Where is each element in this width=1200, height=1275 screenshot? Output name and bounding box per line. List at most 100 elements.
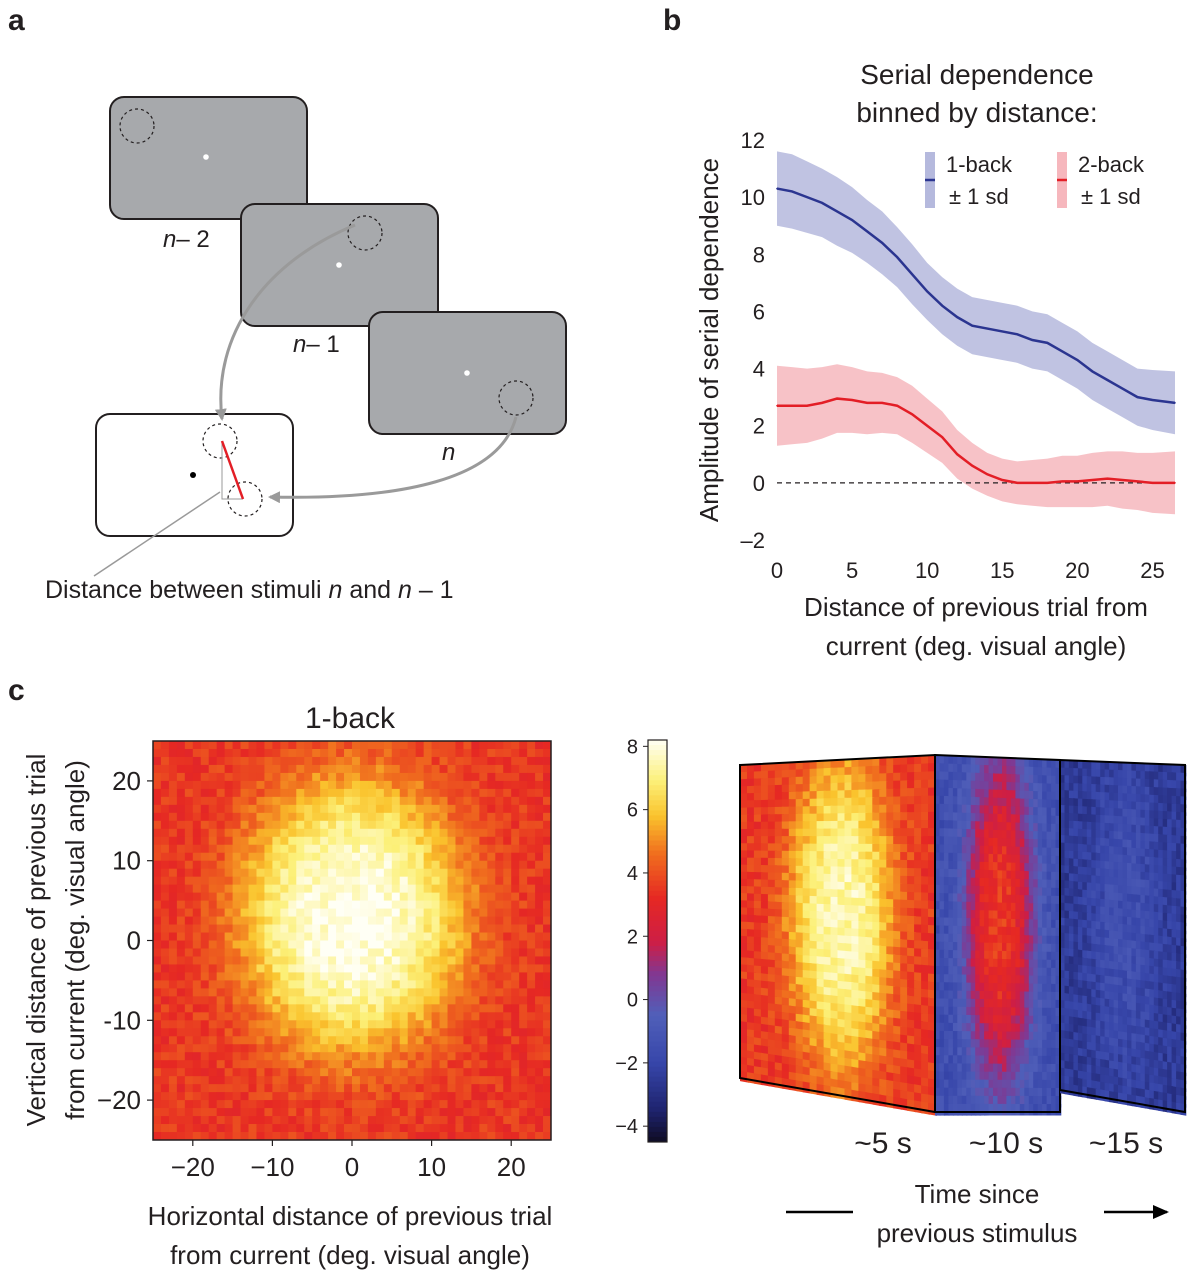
data-point-2-back (1031, 482, 1034, 484)
heatmap-cell (471, 772, 480, 782)
heatmap-cell (288, 956, 297, 965)
heatmap-cell (415, 988, 425, 997)
colorbar-segment (648, 1051, 667, 1058)
heatmap-cell (352, 1108, 361, 1117)
heatmap-cell (407, 1004, 417, 1013)
heatmap-cell (160, 828, 170, 838)
heatmap-cell (216, 924, 226, 933)
heatmap-cell (407, 1036, 417, 1045)
heatmap-cell (423, 1028, 432, 1037)
heatmap-cell (367, 780, 377, 790)
heatmap-cell (160, 900, 170, 909)
heatmap-cell (224, 1084, 233, 1093)
heatmap-cell (439, 780, 448, 790)
heatmap-cell (415, 1020, 425, 1029)
heatmap-cell (543, 1132, 552, 1141)
heatmap-cell (415, 972, 425, 981)
data-point-1-back (1174, 402, 1176, 404)
heatmap-cell (153, 876, 162, 886)
heatmap-cell (463, 956, 472, 965)
heatmap-cell (240, 812, 249, 822)
heatmap-cell (455, 996, 464, 1005)
heatmap-cell (471, 1012, 480, 1021)
heatmap-cell (455, 980, 464, 989)
heatmap-cell (256, 852, 265, 862)
heatmap-cell (312, 1044, 321, 1053)
heatmap-cell (248, 932, 257, 941)
heatmap-cell (503, 1028, 512, 1037)
heatmap-cell (176, 844, 186, 854)
heatmap-cell (312, 820, 321, 830)
heatmap-cell (328, 948, 337, 957)
heatmap-cell (503, 852, 512, 862)
heatmap-cell (160, 932, 170, 941)
heatmap-cell (359, 852, 369, 862)
heatmap-cell (455, 1076, 464, 1085)
chart-b-ytick: 0 (753, 471, 765, 496)
heatmap-cell (495, 884, 504, 894)
heatmap-cell (153, 1036, 162, 1045)
heatmap-cell (447, 772, 456, 782)
heatmap-cell (439, 1012, 448, 1021)
heatmap-cell (240, 924, 249, 933)
heatmap-cell (352, 1044, 361, 1053)
heatmap-cell (511, 1036, 520, 1045)
heatmap-cell (543, 1084, 552, 1093)
data-point-2-back (1001, 479, 1004, 481)
heatmap-cell (280, 1004, 289, 1013)
heatmap-cell (296, 972, 305, 981)
heatmap-cell (479, 796, 488, 806)
heatmap-cell (216, 812, 226, 822)
heatmap-cell (359, 916, 369, 925)
data-point-1-back (791, 190, 793, 193)
heatmap-cell (407, 1044, 417, 1053)
heatmap-cell (320, 972, 329, 981)
heatmap-cell (248, 1012, 257, 1021)
heatmap-cell (208, 828, 218, 838)
heatmap-cell (407, 1092, 417, 1101)
heatmap-cell (375, 892, 385, 901)
heatmap-cell (328, 788, 337, 798)
heatmap-cell (168, 932, 178, 941)
heatmap-cell (240, 908, 249, 917)
heatmap-cell (240, 1132, 249, 1141)
heatmap-cell (391, 884, 401, 894)
heatmap-cell (232, 996, 241, 1005)
heatmap-cell (208, 1036, 218, 1045)
heatmap-cell (383, 860, 393, 870)
heatmap-cell (352, 908, 361, 917)
heatmap-cell (359, 972, 369, 981)
heatmap-cell (216, 1076, 226, 1085)
heatmap-cell (176, 940, 186, 949)
heatmap-cell (296, 804, 305, 814)
colorbar-segment (648, 785, 667, 791)
heatmap-cell (280, 1116, 289, 1125)
heatmap-cell (383, 868, 393, 878)
heatmap-cell (153, 1100, 162, 1109)
heatmap-cell (511, 932, 520, 941)
heatmap-cell (367, 956, 377, 965)
heatmap-cell (471, 956, 480, 965)
heatmap-cell (455, 1028, 464, 1037)
heatmap-cell (224, 1036, 233, 1045)
heatmap-cell (288, 1028, 297, 1037)
heatmap-cell (192, 988, 202, 997)
heatmap-cell (240, 828, 249, 838)
heatmap-cell (288, 980, 297, 989)
heatmap-cell (415, 1060, 425, 1069)
heatmap-cell (192, 900, 202, 909)
heatmap-cell (216, 900, 226, 909)
heatmap-cell (264, 844, 273, 854)
heatmap-cell (519, 860, 528, 870)
heatmap-cell (336, 908, 345, 917)
arrow-from-n (268, 416, 518, 504)
heatmap-cell (160, 1132, 170, 1141)
heatmap-cell (431, 804, 440, 814)
heatmap-cell (447, 876, 456, 886)
heatmap-cell (320, 868, 329, 878)
heatmap-cell (519, 1012, 528, 1021)
heatmap-cell (352, 1028, 361, 1037)
heatmap-cell (272, 1076, 281, 1085)
heatmap-cell (431, 1124, 440, 1133)
heatmap-cell (439, 892, 448, 901)
